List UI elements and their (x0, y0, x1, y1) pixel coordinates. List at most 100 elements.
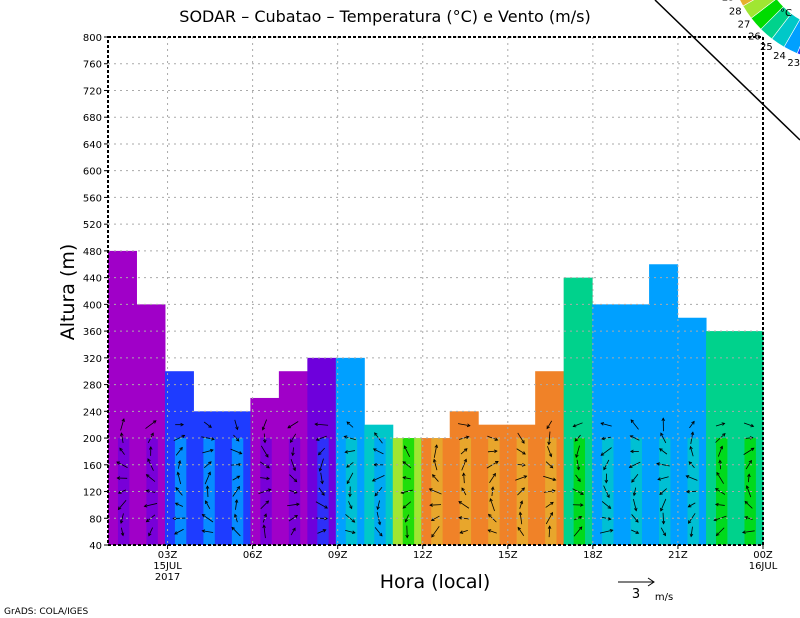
wind-arrow-head (181, 434, 186, 439)
temperature-contour-band (231, 438, 244, 545)
wind-arrow-head (235, 438, 240, 442)
wind-arrow-head (296, 502, 300, 507)
wind-arrow-head (263, 513, 267, 518)
wind-arrow-head (690, 431, 695, 436)
wind-arrow-head (719, 445, 724, 450)
wind-arrow-head (238, 451, 243, 455)
wind-arrow-head (635, 519, 639, 523)
wind-arrow-head (521, 463, 526, 467)
wind-arrow-head (346, 421, 351, 425)
wind-arrow (173, 435, 185, 442)
wind-arrow (631, 529, 639, 534)
wind-arrow (429, 504, 442, 506)
wind-arrow (121, 527, 124, 536)
wind-arrow (716, 527, 725, 536)
wind-arrow (690, 446, 694, 457)
wind-arrow-head (205, 485, 210, 489)
wind-arrow (144, 503, 158, 507)
wind-arrow (202, 449, 214, 454)
wind-arrow-head (580, 503, 584, 507)
x-tick-label: 06Z (243, 550, 263, 561)
wind-arrow-head (150, 432, 154, 437)
colorbar-label: 27 (738, 20, 751, 31)
wind-arrow (575, 474, 581, 482)
wind-arrow-head (600, 452, 605, 456)
wind-arrow-head (261, 426, 266, 431)
y-tick-label: 80 (89, 514, 102, 525)
wind-arrow-head (432, 458, 437, 463)
wind-arrow-head (119, 520, 124, 524)
wind-arrow-head (405, 534, 409, 539)
wind-arrow (629, 461, 641, 468)
wind-arrow (489, 473, 496, 483)
wind-arrow-head (351, 530, 356, 534)
wind-arrow-head (661, 417, 666, 422)
colorbar-label: 29 (722, 0, 735, 3)
wind-arrow-head (201, 529, 206, 533)
wind-arrow (633, 487, 637, 496)
wind-arrow-head (148, 532, 152, 537)
wind-arrow (205, 500, 211, 510)
wind-arrow (230, 448, 242, 455)
y-tick-label: 40 (89, 541, 102, 552)
wind-arrow-head (607, 516, 612, 521)
wind-arrow (429, 488, 442, 495)
wind-arrow-head (577, 478, 581, 483)
wind-arrow (235, 499, 238, 510)
wind-arrow (290, 459, 296, 471)
wind-arrow (120, 513, 124, 524)
y-axis: 40 80 120 160 200 240 280 320 360 400 440 480 520 560… (83, 33, 108, 552)
wind-arrow (120, 418, 125, 431)
wind-arrow (232, 486, 240, 497)
wind-arrow (288, 515, 298, 522)
wind-arrow (404, 445, 411, 457)
y-tick-label: 480 (83, 247, 102, 258)
wind-arrow (662, 512, 665, 524)
wind-arrow-head (548, 453, 553, 458)
colorbar-label: 28 (729, 7, 742, 18)
wind-arrow (744, 501, 753, 509)
wind-arrow-head (373, 462, 377, 467)
wind-arrow (599, 529, 613, 534)
wind-arrow-head (175, 487, 179, 491)
wind-arrow-head (324, 516, 328, 521)
colorbar-label: 26 (748, 32, 761, 43)
wind-arrow (318, 487, 325, 496)
wind-arrow (431, 515, 440, 521)
wind-arrow-head (174, 531, 178, 535)
colorbar-label: 24 (773, 51, 786, 62)
wind-arrow-head (547, 525, 552, 530)
x-tick-label: 15Z (498, 550, 518, 561)
wind-arrow-head (262, 524, 266, 529)
wind-arrow-head (291, 452, 295, 457)
wind-arrow (177, 472, 182, 485)
wind-arrow-head (379, 532, 383, 537)
wind-arrow-head (145, 474, 150, 478)
wind-arrow-head (121, 418, 125, 422)
wind-arrow-head (145, 489, 150, 493)
wind-arrow-head (265, 453, 269, 458)
wind-arrow-head (266, 464, 270, 469)
wind-arrow (318, 447, 325, 455)
wind-arrow (631, 473, 639, 483)
wind-arrow-head (147, 458, 151, 462)
y-tick-label: 520 (83, 220, 102, 231)
wind-arrow (660, 498, 667, 512)
wind-arrow-head (293, 478, 298, 483)
wind-arrow-head (687, 504, 692, 508)
wind-arrow-head (521, 440, 525, 444)
wind-arrow-head (604, 479, 609, 484)
wind-arrow (545, 501, 554, 508)
legend-divider (654, 0, 800, 141)
wind-arrow (402, 501, 412, 509)
wind-arrow (175, 502, 184, 507)
colorbar-segment (739, 0, 754, 7)
wind-arrow (600, 422, 612, 427)
wind-arrow-head (201, 514, 206, 518)
wind-arrow-head (749, 436, 754, 440)
wind-arrow-head (209, 448, 214, 453)
wind-arrow (460, 448, 468, 455)
y-tick-label: 600 (83, 167, 102, 178)
